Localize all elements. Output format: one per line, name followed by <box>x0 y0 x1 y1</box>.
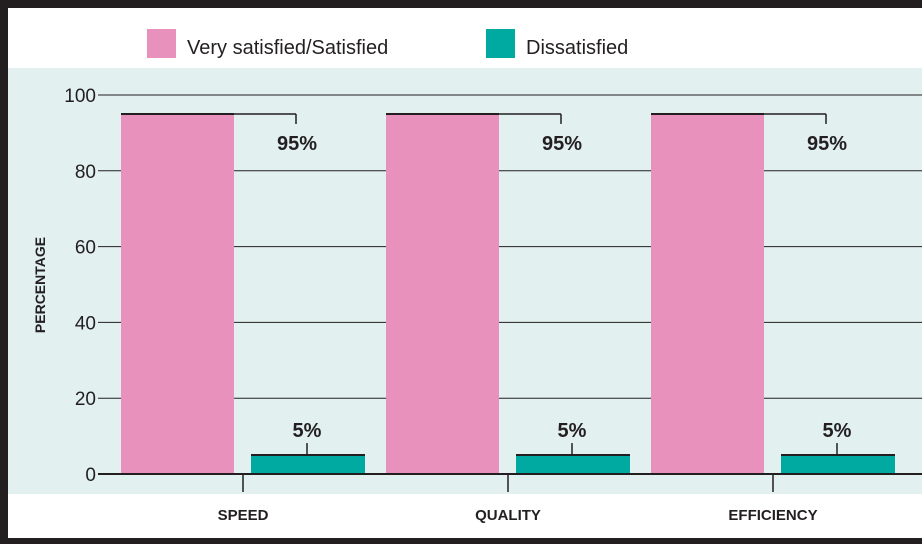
bars <box>121 113 895 474</box>
y-axis: 0 20 40 60 80 100 <box>64 86 922 486</box>
category-label: EFFICIENCY <box>728 507 817 524</box>
bar-satisfied <box>386 113 499 474</box>
label-leaders <box>121 112 895 457</box>
y-tick-label: 0 <box>85 465 96 486</box>
data-label: 5% <box>558 420 587 442</box>
bar-dissatisfied <box>251 455 365 474</box>
category-label: QUALITY <box>475 507 541 524</box>
data-labels: 95% 5% 95% 5% 95% 5% <box>277 133 852 442</box>
bar-satisfied <box>121 113 234 474</box>
y-tick-label: 60 <box>75 238 96 259</box>
legend: Very satisfied/Satisfied Dissatisfied <box>147 29 628 59</box>
data-label: 5% <box>823 420 852 442</box>
bar-satisfied <box>651 113 764 474</box>
category-label: SPEED <box>218 507 269 524</box>
legend-label: Very satisfied/Satisfied <box>187 37 388 59</box>
y-axis-label: PERCENTAGE <box>32 237 48 333</box>
bar-dissatisfied <box>516 455 630 474</box>
y-tick-label: 80 <box>75 162 96 183</box>
y-tick-label: 100 <box>64 86 96 107</box>
x-axis: SPEED QUALITY EFFICIENCY <box>218 474 818 524</box>
data-label: 95% <box>807 133 847 155</box>
bar-dissatisfied <box>781 455 895 474</box>
legend-swatch <box>147 29 176 58</box>
y-tick-label: 20 <box>75 389 96 410</box>
data-label: 5% <box>293 420 322 442</box>
gridlines <box>118 94 922 399</box>
data-label: 95% <box>277 133 317 155</box>
legend-label: Dissatisfied <box>526 37 628 59</box>
data-label: 95% <box>542 133 582 155</box>
y-tick-label: 40 <box>75 313 96 334</box>
legend-swatch <box>486 29 515 58</box>
